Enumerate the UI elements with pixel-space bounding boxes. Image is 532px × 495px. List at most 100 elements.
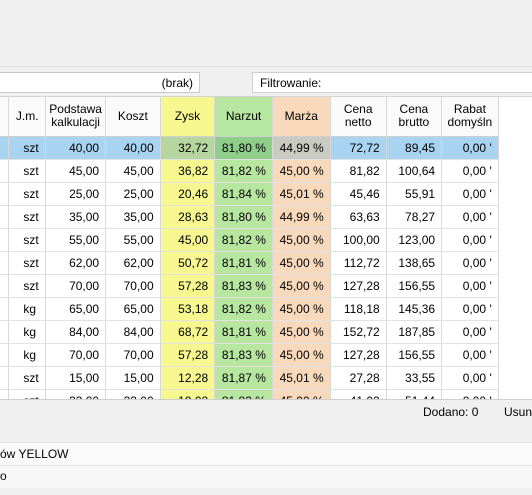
table-row[interactable]: szt 55,00 55,00 45,00 81,82 % 45,00 % 100,00 12… (0, 228, 532, 252)
cell-jm[interactable]: szt (8, 182, 47, 206)
cell-podstawa[interactable]: 65,00 (45, 297, 107, 321)
cell-jm[interactable]: kg (8, 297, 47, 321)
row-gutter[interactable] (0, 182, 10, 206)
cell-zysk[interactable]: 36,82 (160, 159, 216, 183)
cell-rabat[interactable]: 0,00 ' (441, 274, 499, 298)
col-header-rabat[interactable]: Rabat domyśln (441, 97, 499, 137)
cell-marza[interactable]: 45,00 % (272, 343, 331, 367)
cell-zysk[interactable]: 53,18 (160, 297, 216, 321)
cell-zysk[interactable]: 57,28 (160, 343, 216, 367)
table-row[interactable]: szt33,0033,0019,0281,83 %45,00 %41,0251,… (0, 389, 532, 399)
cell-podstawa[interactable]: 40,00 (45, 136, 107, 160)
cell-koszt[interactable]: 35,00 (105, 205, 161, 229)
cell-zysk[interactable]: 68,72 (160, 320, 216, 344)
cell-cena-netto[interactable]: 41,02 (330, 389, 387, 399)
table-row[interactable]: szt 25,00 25,00 20,46 81,84 % 45,01 % 45,46 55,… (0, 182, 532, 206)
cell-narzut[interactable]: 81,82 % (214, 159, 273, 183)
cell-cena-brutto[interactable]: 156,55 (386, 274, 443, 298)
cell-cena-netto[interactable]: 127,28 (330, 343, 387, 367)
cell-narzut[interactable]: 81,83 % (214, 274, 273, 298)
cell-zysk[interactable]: 28,63 (160, 205, 216, 229)
cell-narzut[interactable]: 81,87 % (214, 366, 273, 390)
cell-koszt[interactable]: 15,00 (105, 366, 161, 390)
cell-koszt[interactable]: 62,00 (105, 251, 161, 275)
row-gutter[interactable] (0, 274, 10, 298)
cell-podstawa[interactable]: 35,00 (45, 205, 107, 229)
cell-rabat[interactable]: 0,00 ' (441, 320, 499, 344)
cell-podstawa[interactable]: 84,00 (45, 320, 107, 344)
cell-marza[interactable]: 45,00 % (272, 389, 331, 399)
cell-cena-netto[interactable]: 27,28 (330, 366, 387, 390)
cell-zysk[interactable]: 32,72 (160, 136, 216, 160)
cell-jm[interactable]: szt (8, 389, 47, 399)
cell-zysk[interactable]: 19,02 (160, 389, 216, 399)
cell-narzut[interactable]: 81,82 % (214, 228, 273, 252)
col-header-podstawa[interactable]: Podstawa kalkulacji (45, 97, 107, 137)
cell-zysk[interactable]: 12,28 (160, 366, 216, 390)
cell-cena-netto[interactable]: 100,00 (330, 228, 387, 252)
table-row[interactable]: szt 15,00 15,00 12,28 81,87 % 45,01 % 27,28 33,… (0, 366, 532, 390)
cell-zysk[interactable]: 50,72 (160, 251, 216, 275)
cell-koszt[interactable]: 45,00 (105, 159, 161, 183)
cell-rabat[interactable]: 0,00 ' (441, 366, 499, 390)
col-header-marza[interactable]: Marża (272, 97, 331, 137)
table-row[interactable]: szt 45,00 45,00 36,82 81,82 % 45,00 % 81,82 100… (0, 159, 532, 183)
cell-rabat[interactable]: 0,00 ' (441, 205, 499, 229)
cell-marza[interactable]: 45,00 % (272, 320, 331, 344)
row-gutter[interactable] (0, 205, 10, 229)
cell-cena-brutto[interactable]: 187,85 (386, 320, 443, 344)
col-header-cena-brutto[interactable]: Cena brutto (386, 97, 443, 137)
cell-marza[interactable]: 44,99 % (272, 136, 331, 160)
cell-koszt[interactable]: 55,00 (105, 228, 161, 252)
cell-narzut[interactable]: 81,83 % (214, 343, 273, 367)
cell-marza[interactable]: 45,00 % (272, 159, 331, 183)
cell-narzut[interactable]: 81,82 % (214, 297, 273, 321)
cell-koszt[interactable]: 40,00 (105, 136, 161, 160)
row-gutter[interactable] (0, 320, 10, 344)
cell-rabat[interactable]: 0,00 ' (441, 228, 499, 252)
col-header-jm[interactable]: J.m. (8, 97, 47, 137)
table-row[interactable]: szt 40,00 40,00 32,72 81,80 % 44,99 % 72,72 89,… (0, 136, 532, 160)
cell-narzut[interactable]: 81,83 % (214, 389, 273, 399)
row-gutter[interactable] (0, 159, 10, 183)
cell-zysk[interactable]: 45,00 (160, 228, 216, 252)
col-header-cena-netto[interactable]: Cena netto (330, 97, 387, 137)
row-gutter[interactable] (0, 343, 10, 367)
cell-rabat[interactable]: 0,00 ' (441, 389, 499, 399)
cell-cena-netto[interactable]: 118,18 (330, 297, 387, 321)
cell-cena-brutto[interactable]: 33,55 (386, 366, 443, 390)
cell-narzut[interactable]: 81,81 % (214, 251, 273, 275)
cell-narzut[interactable]: 81,84 % (214, 182, 273, 206)
cell-cena-netto[interactable]: 45,46 (330, 182, 387, 206)
cell-narzut[interactable]: 81,80 % (214, 205, 273, 229)
table-row[interactable]: kg 65,00 65,00 53,18 81,82 % 45,00 % 118,18 145… (0, 297, 532, 321)
cell-cena-brutto[interactable]: 156,55 (386, 343, 443, 367)
table-row[interactable]: szt 62,00 62,00 50,72 81,81 % 45,00 % 112,72 13… (0, 251, 532, 275)
table-row[interactable]: szt 70,00 70,00 57,28 81,83 % 45,00 % 127,28 15… (0, 274, 532, 298)
cell-podstawa[interactable]: 45,00 (45, 159, 107, 183)
col-header-koszt[interactable]: Koszt (105, 97, 161, 137)
cell-cena-brutto[interactable]: 51,44 (386, 389, 443, 399)
cell-rabat[interactable]: 0,00 ' (441, 297, 499, 321)
cell-jm[interactable]: kg (8, 320, 47, 344)
cell-rabat[interactable]: 0,00 ' (441, 136, 499, 160)
cell-cena-netto[interactable]: 72,72 (330, 136, 387, 160)
cell-cena-brutto[interactable]: 89,45 (386, 136, 443, 160)
cell-jm[interactable]: szt (8, 159, 47, 183)
cell-marza[interactable]: 45,00 % (272, 274, 331, 298)
table-row[interactable]: kg 70,00 70,00 57,28 81,83 % 45,00 % 127,28 156… (0, 343, 532, 367)
table-row[interactable]: kg 84,00 84,00 68,72 81,81 % 45,00 % 152,72 187… (0, 320, 532, 344)
cell-koszt[interactable]: 65,00 (105, 297, 161, 321)
row-gutter[interactable] (0, 366, 10, 390)
cell-podstawa[interactable]: 33,00 (45, 389, 107, 399)
cell-jm[interactable]: szt (8, 366, 47, 390)
cell-rabat[interactable]: 0,00 ' (441, 343, 499, 367)
col-header-narzut[interactable]: Narzut (214, 97, 273, 137)
cell-narzut[interactable]: 81,80 % (214, 136, 273, 160)
cell-jm[interactable]: szt (8, 251, 47, 275)
cell-cena-netto[interactable]: 112,72 (330, 251, 387, 275)
cell-marza[interactable]: 45,01 % (272, 182, 331, 206)
cell-marza[interactable]: 44,99 % (272, 205, 331, 229)
cell-cena-netto[interactable]: 127,28 (330, 274, 387, 298)
cell-rabat[interactable]: 0,00 ' (441, 159, 499, 183)
